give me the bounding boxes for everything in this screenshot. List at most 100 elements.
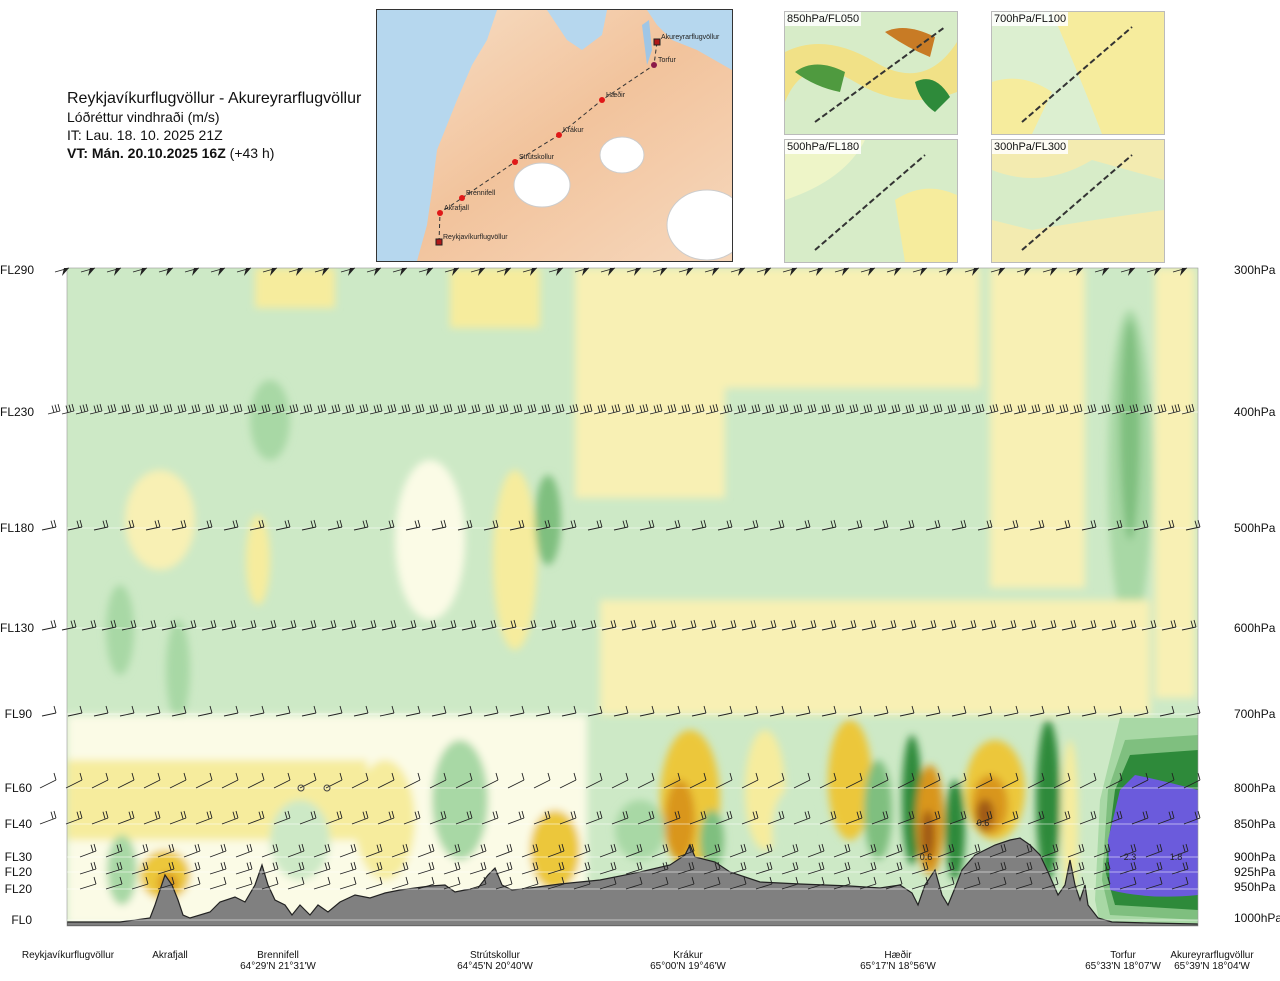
wind-barb (469, 843, 487, 858)
wind-barb (639, 705, 655, 717)
wind-barb (247, 772, 265, 789)
wind-barb (67, 705, 83, 717)
wind-barb (535, 519, 551, 531)
field-layer (67, 268, 1198, 926)
map-point-label: Brennifell (466, 190, 496, 197)
map-point-label: Hæðir (606, 91, 626, 99)
wind-barb (143, 772, 161, 789)
wind-barb (223, 705, 239, 717)
wind-barb (287, 876, 305, 890)
wind-barb (807, 876, 825, 890)
wind-barb (761, 403, 775, 415)
wind-barb (411, 403, 425, 415)
wind-barb (287, 843, 305, 858)
wind-barb (470, 267, 486, 276)
thumb-700hpa[interactable]: 700hPa/FL100 (991, 11, 1165, 135)
wind-barb (756, 267, 772, 276)
wind-barb (821, 705, 837, 717)
wind-barb (169, 772, 187, 789)
wind-barb (899, 519, 915, 531)
pressure-level-label: 950hPa (1234, 880, 1276, 894)
wind-barb (703, 876, 721, 890)
wind-barb (689, 810, 707, 825)
wind-barb (1041, 403, 1055, 415)
wind-barb (741, 772, 759, 789)
wind-barb (663, 810, 681, 825)
wind-barb (1119, 876, 1137, 890)
wind-barb (379, 705, 395, 717)
wind-barb (353, 519, 369, 531)
wind-barb (93, 519, 109, 531)
thumb-500hpa[interactable]: 500hPa/FL180 (784, 139, 958, 263)
wind-barb (989, 861, 1007, 875)
wind-barb (593, 403, 607, 415)
wind-barb (793, 772, 811, 789)
wind-barb (340, 267, 356, 276)
wind-barb (507, 772, 525, 789)
thumb-850hpa[interactable]: 850hPa/FL050 (784, 11, 958, 135)
wind-barb (61, 619, 77, 631)
location-name: Akureyrarflugvöllur (1170, 950, 1254, 961)
location-label: Strútskollur 64°45'N 20°40'W (435, 950, 555, 972)
wind-barb (1167, 403, 1181, 415)
wind-barb (1001, 810, 1019, 825)
pressure-level-label: 925hPa (1234, 865, 1276, 879)
thumb-300hpa[interactable]: 300hPa/FL300 (991, 139, 1165, 263)
wind-barb (495, 843, 513, 858)
wind-barb (469, 861, 487, 875)
wind-barb (677, 876, 695, 890)
wind-barb (1145, 876, 1163, 890)
wind-barb (881, 619, 897, 631)
map-point-marker (459, 195, 465, 201)
wind-barb (431, 705, 447, 717)
wind-barb (353, 705, 369, 717)
wind-barb (1013, 403, 1027, 415)
wind-barb (1133, 519, 1149, 531)
wind-barb (845, 403, 859, 415)
wind-barb (929, 403, 943, 415)
wind-barb (325, 772, 343, 789)
wind-barb (678, 267, 694, 276)
wind-barb (789, 403, 803, 415)
wind-barb (171, 519, 187, 531)
wind-barb (861, 619, 877, 631)
wind-barb (1159, 705, 1175, 717)
wind-barb (957, 403, 971, 415)
wind-barb (495, 876, 513, 890)
wind-barb (537, 403, 551, 415)
wind-barb (444, 267, 460, 276)
wind-barb (75, 403, 89, 415)
wind-barb (1061, 619, 1077, 631)
pressure-level-label: 800hPa (1234, 781, 1276, 795)
wind-barb (131, 876, 149, 890)
thumb-300hpa-field (992, 140, 1164, 262)
wind-barb (132, 267, 148, 276)
wind-barb (158, 267, 174, 276)
wind-barb (651, 876, 669, 890)
wind-barb (247, 810, 265, 825)
wind-barb (1081, 519, 1097, 531)
location-label: Akureyrarflugvöllur 65°39'N 18°04'W (1152, 950, 1272, 972)
wind-barb (937, 861, 955, 875)
wind-barb (221, 810, 239, 825)
chart-title-block: Reykjavíkurflugvöllur - Akureyrarflugvöl… (67, 90, 361, 162)
wind-barb (105, 843, 123, 858)
glacier-3 (666, 189, 732, 261)
wind-barb (313, 843, 331, 858)
thumb-850hpa-label: 850hPa/FL050 (785, 12, 862, 26)
wind-barb (885, 843, 903, 858)
wind-barb (521, 843, 539, 858)
wind-barb (405, 519, 421, 531)
plot-frame (66, 267, 1199, 927)
pressure-level-label: 600hPa (1234, 621, 1276, 635)
thumb-700hpa-field (992, 12, 1164, 134)
wind-barb (1093, 876, 1111, 890)
wind-barb (573, 861, 591, 875)
wind-barb (431, 519, 447, 531)
wind-barb (767, 772, 785, 789)
wind-barb (561, 619, 577, 631)
map-point-marker (437, 210, 443, 216)
wind-barb (755, 876, 773, 890)
wind-barb (131, 403, 145, 415)
wind-barb (1029, 519, 1045, 531)
